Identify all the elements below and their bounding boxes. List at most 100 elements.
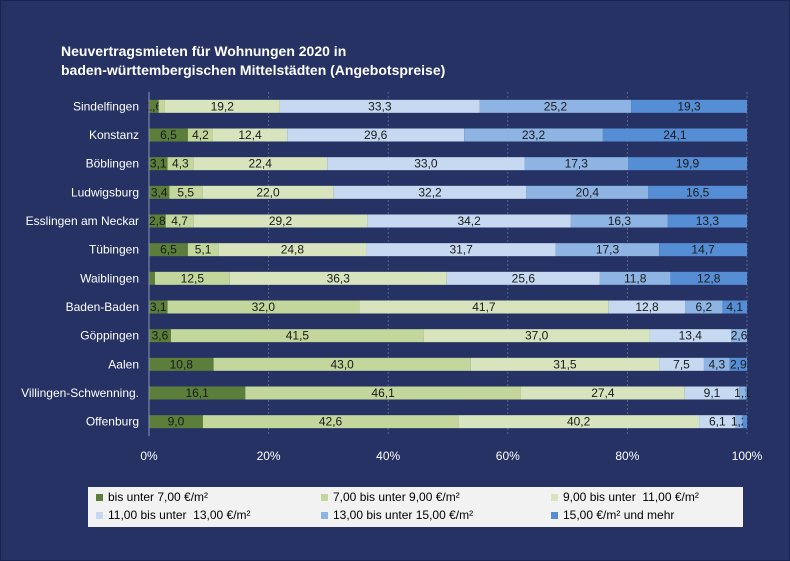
bar-segment [149,99,159,113]
legend-swatch [551,511,558,519]
legend-swatch [96,511,103,519]
bar-segment [570,214,668,228]
data-label: 9,1 [704,386,721,400]
data-label: 25,6 [512,271,536,285]
chart-title: Neuvertragsmieten für Wohnungen 2020 in … [61,42,661,80]
data-label: 40,2 [567,415,591,429]
bar-segment [735,415,743,429]
bar-segment [149,271,155,285]
data-label: 29,6 [364,128,388,142]
data-label: 19,3 [677,99,701,113]
data-label: 12,8 [697,271,721,285]
data-label: 6,5 [160,128,177,142]
data-label: 20,4 [576,185,600,199]
bar-segment [359,300,609,314]
x-tick-label: 20% [257,449,281,463]
bar-segment [193,157,328,171]
bar-segment [165,214,194,228]
bar-segment [684,386,740,400]
bar-segment [149,214,166,228]
data-label: 33,3 [368,99,392,113]
bar-segment [670,271,747,285]
data-label: 37,0 [525,329,549,343]
legend-label: 13,00 bis unter 15,00 €/m² [333,508,474,522]
data-label: 17,3 [565,157,589,171]
data-label: 41,7 [472,300,496,314]
bar-segment [423,329,650,343]
data-label: 16,5 [686,185,710,199]
bar-segment [648,185,747,199]
legend-label: 9,00 bis unter 11,00 €/m² [563,490,699,504]
legend-swatch [96,493,103,501]
data-label: 3,4 [151,185,168,199]
data-label: 3,6 [152,329,169,343]
category-label: Offenburg [86,415,139,429]
data-label: 11,8 [624,271,647,285]
bar-segment [202,185,334,199]
bar-segment [229,271,447,285]
category-label: Villingen-Schwenning. [21,386,139,400]
legend-item: 7,00 bis unter 9,00 €/m² [321,489,460,505]
bar-segment [470,357,660,371]
bar-segment [279,99,480,113]
bar-segment [149,415,203,429]
bar-segment [149,329,171,343]
data-label: 2,8 [149,214,166,228]
data-label: 31,7 [449,243,473,257]
data-label: 33,0 [414,157,438,171]
bar-segment [149,128,188,142]
data-label: 25,2 [544,99,568,113]
data-label: 19,9 [676,157,700,171]
bar-segment [627,157,747,171]
legend-item: bis unter 7,00 €/m² [96,489,208,505]
bar-segment [149,386,246,400]
data-label: 12,8 [635,300,659,314]
category-label: Sindelfingen [73,99,139,113]
bar-segment [245,386,521,400]
bar-segment [745,386,747,400]
bar-segment [659,243,747,257]
bar-segment [149,243,188,257]
legend-swatch [551,493,558,501]
bar-segment [458,415,700,429]
data-label: 4,1 [726,300,743,314]
x-tick-label: 0% [140,449,158,463]
data-label: 1,6 [145,99,162,113]
legend-item: 13,00 bis unter 15,00 €/m² [321,507,473,523]
bar-segment [218,243,367,257]
data-label: 36,3 [327,271,351,285]
data-label: 29,2 [269,214,293,228]
bar-segment [149,357,214,371]
bar-segment [149,157,168,171]
bar-segment [149,300,168,314]
data-label: 3,1 [150,300,167,314]
data-label: 27,4 [591,386,615,400]
bar-segment [608,300,686,314]
data-label: 6,5 [160,243,177,257]
legend-label: bis unter 7,00 €/m² [108,490,209,504]
data-label: 46,1 [371,386,395,400]
data-label: 41,5 [286,329,310,343]
data-label: 43,0 [330,357,354,371]
bar-segment [446,271,600,285]
bar-segment [212,128,288,142]
data-label: 23,2 [522,128,546,142]
legend-label: 7,00 bis unter 9,00 €/m² [333,490,460,504]
bar-segment [555,243,660,257]
bar-segment [167,300,360,314]
data-label: 24,8 [281,243,305,257]
data-label: 31,5 [553,357,577,371]
bar-segment [631,99,747,113]
data-label: 13,4 [679,329,703,343]
data-label: 4,2 [192,128,209,142]
data-label: 32,2 [418,185,442,199]
data-label: 4,3 [708,357,725,371]
bar-segment [739,386,746,400]
category-label: Göppingen [80,329,139,343]
legend-item: 11,00 bis unter 13,00 €/m² [96,507,251,523]
data-label: 1,1 [734,386,751,400]
x-tick-label: 40% [376,449,400,463]
bar-segment [170,329,424,343]
legend-item: 15,00 €/m² und mehr [551,507,674,523]
